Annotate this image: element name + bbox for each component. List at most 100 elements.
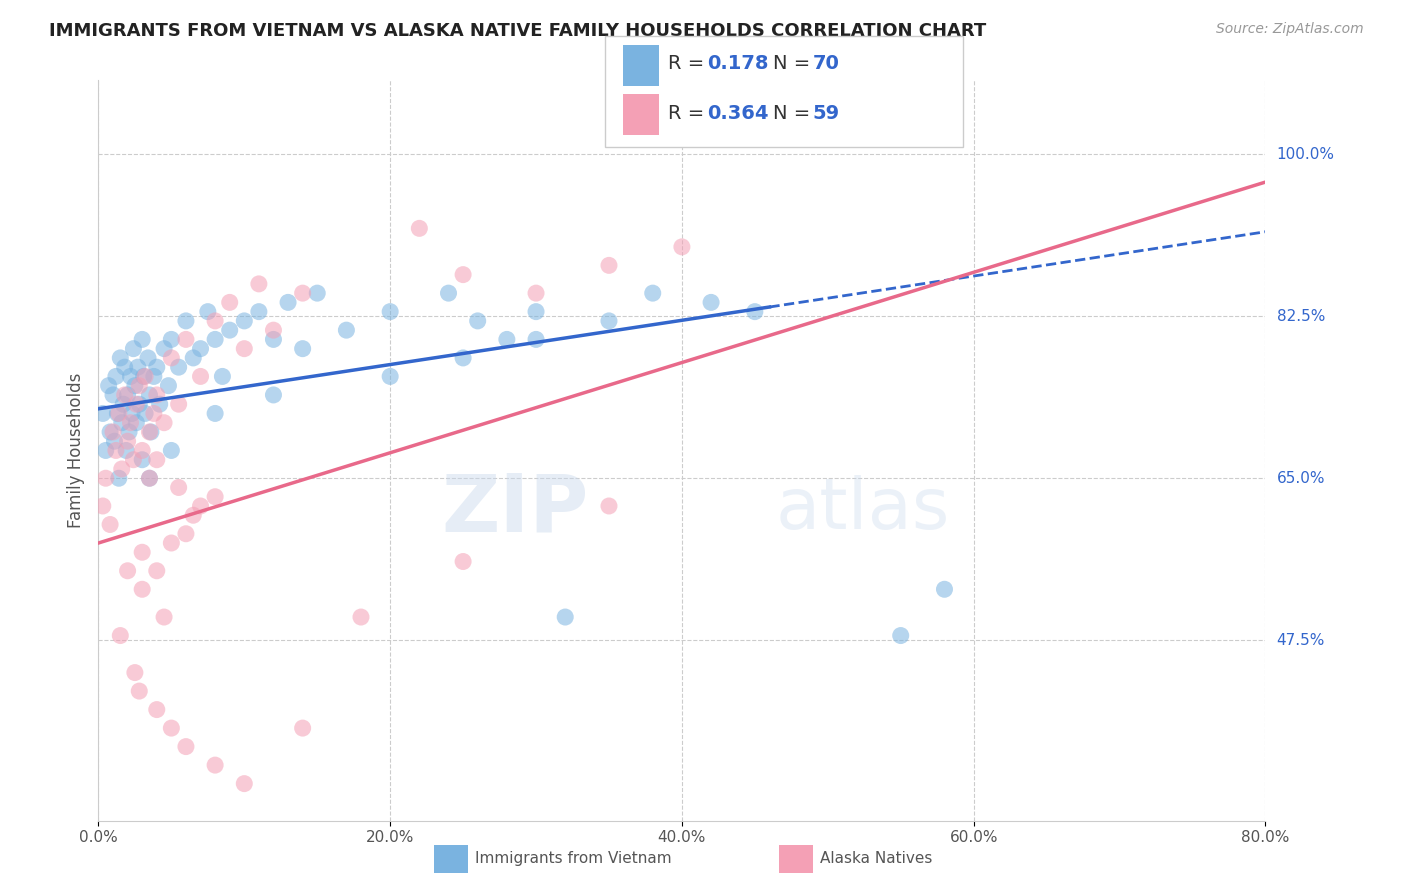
Point [641, 286, 664, 301]
Point [131, 333, 153, 347]
Point [167, 397, 190, 411]
Point [160, 721, 183, 735]
Text: 82.5%: 82.5% [1277, 309, 1324, 324]
Point [91, 499, 114, 513]
Point [142, 407, 165, 421]
Point [110, 629, 132, 643]
Y-axis label: Family Households: Family Households [66, 373, 84, 528]
Point [181, 508, 204, 523]
Point [98, 517, 121, 532]
Point [291, 721, 314, 735]
Point [120, 416, 142, 430]
Point [134, 369, 156, 384]
Point [160, 536, 183, 550]
Point [291, 286, 314, 301]
Point [124, 378, 146, 392]
Point [160, 333, 183, 347]
Text: 59: 59 [813, 103, 839, 122]
Point [128, 397, 150, 411]
Point [122, 452, 145, 467]
Point [112, 397, 135, 411]
Point [247, 304, 270, 318]
Point [744, 304, 766, 318]
Point [142, 369, 165, 384]
Point [104, 443, 127, 458]
Point [125, 416, 148, 430]
Point [127, 360, 149, 375]
Text: R =: R = [668, 103, 704, 122]
Point [97, 378, 120, 392]
Point [118, 425, 141, 439]
Point [408, 221, 430, 235]
Point [114, 360, 136, 375]
Point [167, 360, 190, 375]
Text: R =: R = [668, 54, 704, 73]
Text: 0.364: 0.364 [707, 103, 769, 122]
Point [598, 499, 620, 513]
Point [524, 286, 547, 301]
Point [598, 314, 620, 328]
Text: 47.5%: 47.5% [1277, 632, 1324, 648]
Point [117, 388, 139, 402]
Point [211, 369, 233, 384]
Point [149, 397, 172, 411]
Point [111, 416, 134, 430]
Text: atlas: atlas [775, 475, 949, 544]
Point [111, 462, 134, 476]
Point [131, 452, 153, 467]
Point [124, 665, 146, 680]
Point [233, 314, 256, 328]
Point [700, 295, 723, 310]
Point [136, 351, 159, 365]
Point [218, 323, 240, 337]
Point [671, 240, 693, 254]
Point [108, 471, 131, 485]
Point [104, 369, 127, 384]
Point [114, 388, 136, 402]
Point [263, 388, 285, 402]
Point [291, 342, 314, 356]
Point [307, 286, 329, 301]
Point [247, 277, 270, 291]
Point [380, 304, 402, 318]
Point [167, 481, 190, 495]
Point [437, 286, 460, 301]
Point [139, 425, 162, 439]
Point [496, 333, 519, 347]
Point [153, 416, 176, 430]
Point [934, 582, 956, 597]
Text: 65.0%: 65.0% [1277, 471, 1324, 486]
Point [138, 471, 160, 485]
Point [190, 499, 212, 513]
Point [110, 351, 132, 365]
Point [121, 407, 143, 421]
Point [138, 425, 160, 439]
Point [451, 268, 474, 282]
Point [108, 407, 131, 421]
Point [117, 434, 139, 449]
Text: N =: N = [773, 54, 810, 73]
Text: ZIP: ZIP [441, 471, 589, 549]
Point [204, 314, 226, 328]
Text: 70: 70 [813, 54, 839, 73]
Point [138, 471, 160, 485]
Point [94, 443, 117, 458]
Point [350, 610, 373, 624]
Point [204, 333, 226, 347]
Point [524, 304, 547, 318]
Point [122, 342, 145, 356]
Point [146, 360, 169, 375]
Point [132, 369, 155, 384]
Point [146, 564, 169, 578]
Point [524, 333, 547, 347]
Point [233, 776, 256, 791]
Point [190, 369, 212, 384]
Point [117, 564, 139, 578]
Point [204, 758, 226, 772]
Point [128, 684, 150, 698]
Text: 0.178: 0.178 [707, 54, 769, 73]
Point [598, 259, 620, 273]
Point [128, 378, 150, 392]
Point [101, 425, 124, 439]
Point [146, 703, 169, 717]
